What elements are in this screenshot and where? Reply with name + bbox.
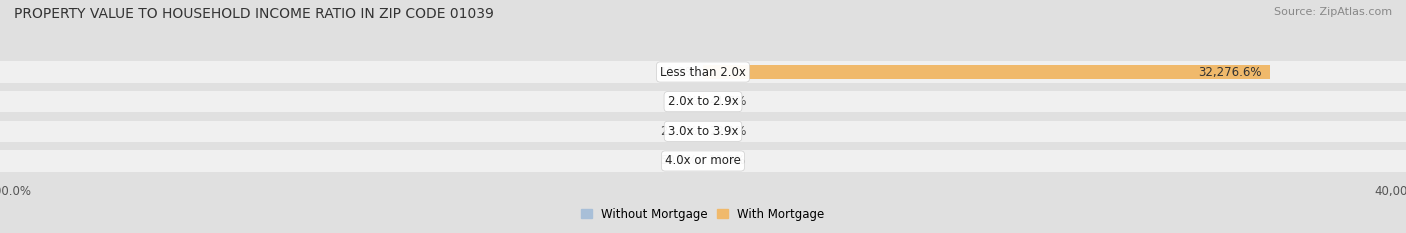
Bar bbox=[0, 91, 1406, 112]
Bar bbox=[0, 150, 1406, 172]
Text: 3.0x to 3.9x: 3.0x to 3.9x bbox=[668, 125, 738, 138]
Text: PROPERTY VALUE TO HOUSEHOLD INCOME RATIO IN ZIP CODE 01039: PROPERTY VALUE TO HOUSEHOLD INCOME RATIO… bbox=[14, 7, 494, 21]
Text: 22.1%: 22.1% bbox=[709, 125, 747, 138]
Bar bbox=[0, 121, 1406, 142]
Bar bbox=[703, 65, 1270, 79]
Text: 41.7%: 41.7% bbox=[709, 95, 747, 108]
Text: 4.0x or more: 4.0x or more bbox=[665, 154, 741, 168]
Legend: Without Mortgage, With Mortgage: Without Mortgage, With Mortgage bbox=[576, 203, 830, 225]
Text: Less than 2.0x: Less than 2.0x bbox=[659, 65, 747, 79]
Bar bbox=[0, 61, 1406, 83]
Text: 27.8%: 27.8% bbox=[659, 125, 697, 138]
Text: Source: ZipAtlas.com: Source: ZipAtlas.com bbox=[1274, 7, 1392, 17]
Text: 12.0%: 12.0% bbox=[709, 154, 745, 168]
Text: 32,276.6%: 32,276.6% bbox=[1198, 65, 1261, 79]
Text: 50.8%: 50.8% bbox=[659, 154, 697, 168]
Text: 11.9%: 11.9% bbox=[661, 65, 697, 79]
Text: 9.5%: 9.5% bbox=[668, 95, 697, 108]
Text: 2.0x to 2.9x: 2.0x to 2.9x bbox=[668, 95, 738, 108]
